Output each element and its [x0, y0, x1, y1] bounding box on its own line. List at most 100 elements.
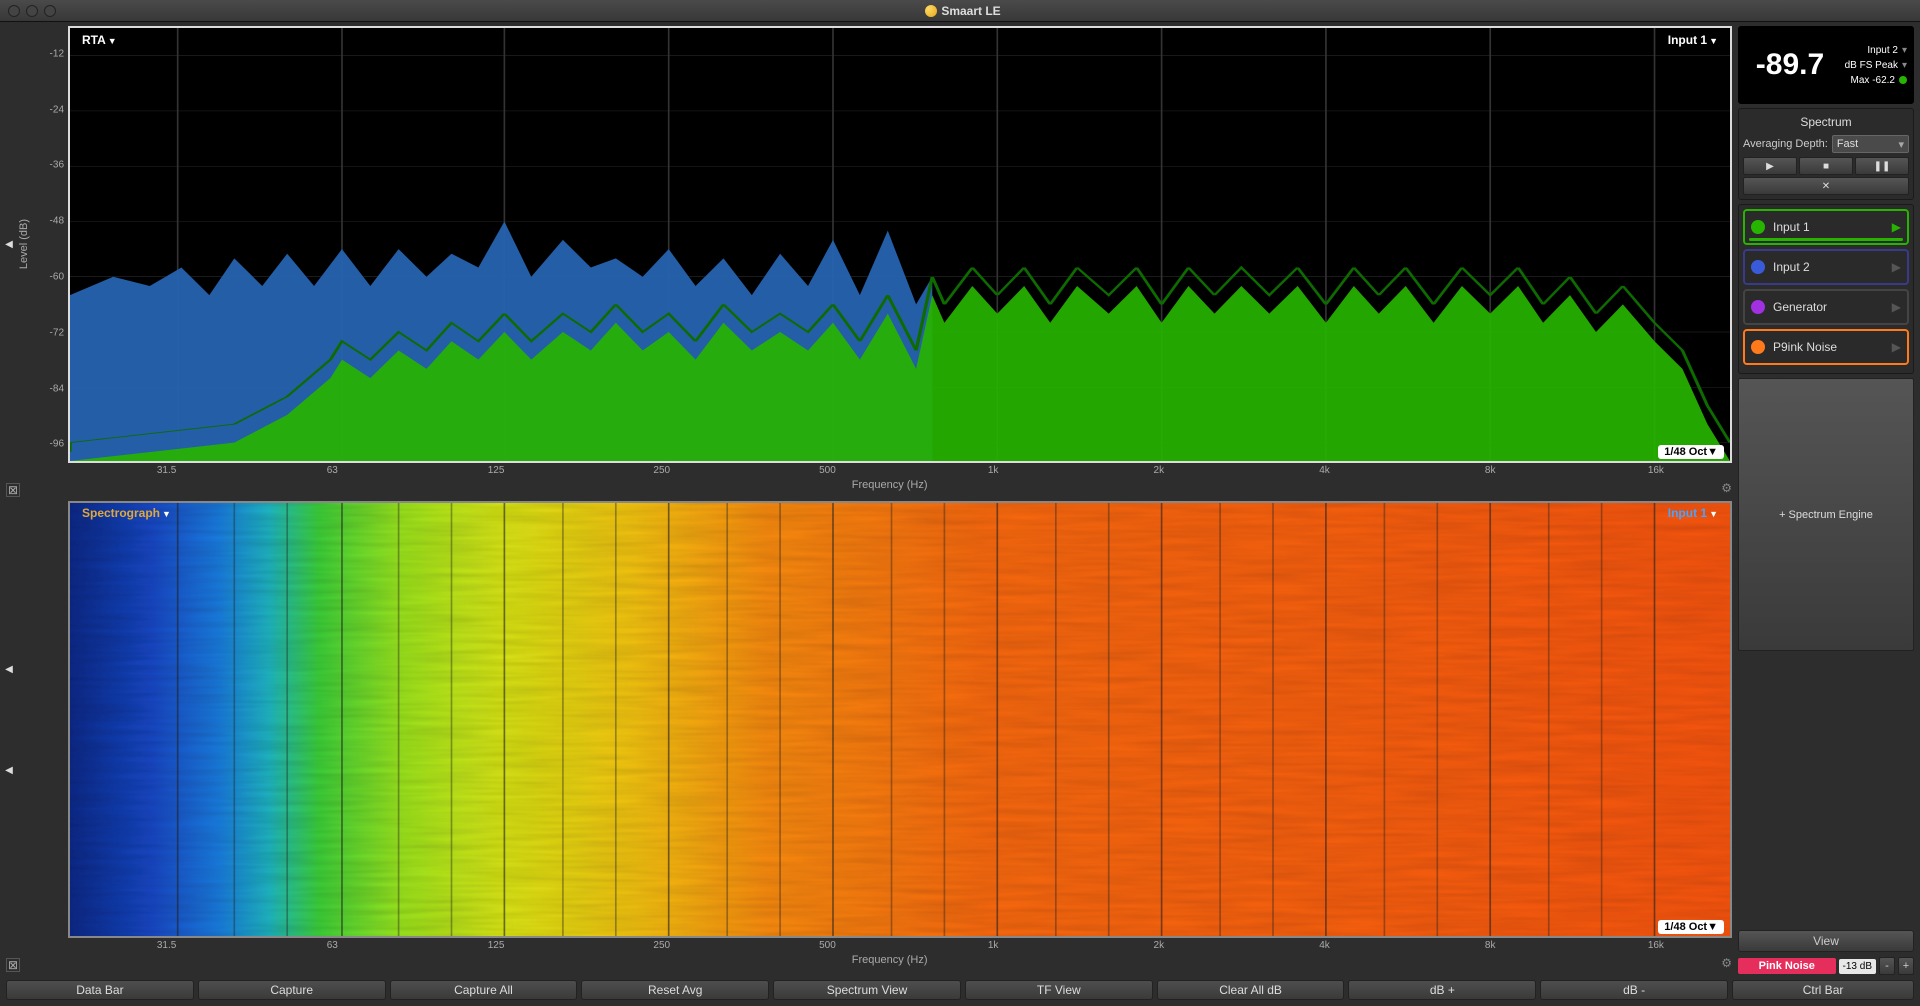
xtick-label: 8k — [1485, 940, 1496, 951]
input-label: Generator — [1773, 300, 1884, 314]
ytick-label: -36 — [50, 160, 64, 171]
xtick-label: 8k — [1485, 465, 1496, 476]
capture-all-button[interactable]: Capture All — [390, 980, 578, 1000]
input-color-dot — [1751, 220, 1765, 234]
input-color-dot — [1751, 340, 1765, 354]
input-label: P9ink Noise — [1773, 340, 1884, 354]
spectro-mode-dropdown[interactable]: Spectrograph — [78, 505, 175, 521]
ytick-label: -24 — [50, 104, 64, 115]
minimize-window-icon[interactable] — [26, 5, 38, 17]
pink-noise-badge[interactable]: Pink Noise — [1738, 958, 1836, 974]
play-icon[interactable]: ▶ — [1892, 260, 1901, 274]
xtick-label: 4k — [1319, 465, 1330, 476]
averaging-select[interactable]: Fast — [1832, 135, 1909, 153]
ctrl-bar-button[interactable]: Ctrl Bar — [1732, 980, 1914, 1000]
footer-bar: Data BarCaptureCapture AllReset AvgSpect… — [0, 976, 1920, 1006]
xtick-label: 16k — [1648, 940, 1664, 951]
xtick-label: 250 — [653, 940, 670, 951]
pause-button[interactable]: ❚❚ — [1855, 157, 1909, 175]
meter-panel: -89.7 Input 2 dB FS Peak Max -62.2 — [1738, 26, 1914, 104]
spectrograph-plot-area[interactable]: Spectrograph Input 1 1/48 Oct▼ — [68, 501, 1732, 938]
close-rta-icon[interactable]: ⊠ — [6, 483, 20, 497]
xtick-label: 125 — [488, 940, 505, 951]
meter-value: -89.7 — [1739, 27, 1841, 103]
xtick-label: 125 — [488, 465, 505, 476]
close-spectro-icon[interactable]: ⊠ — [6, 958, 20, 972]
input-color-dot — [1751, 300, 1765, 314]
spectro-resolution-dropdown[interactable]: 1/48 Oct▼ — [1658, 920, 1724, 934]
spectro-marker-bottom[interactable]: ◀ — [5, 765, 13, 776]
rta-resolution-dropdown[interactable]: 1/48 Oct▼ — [1658, 445, 1724, 459]
app-icon — [925, 5, 937, 17]
rta-xlabel: Frequency (Hz) — [58, 479, 1721, 497]
spectro-input-dropdown[interactable]: Input 1 — [1664, 505, 1722, 521]
xtick-label: 63 — [327, 940, 338, 951]
window-title: Smaart LE — [941, 4, 1000, 18]
xtick-label: 500 — [819, 465, 836, 476]
play-icon[interactable]: ▶ — [1892, 220, 1901, 234]
spectrum-panel: Spectrum Averaging Depth: Fast ▶ ■ ❚❚ ✕ — [1738, 108, 1914, 200]
ytick-label: -48 — [50, 216, 64, 227]
capture-button[interactable]: Capture — [198, 980, 386, 1000]
averaging-label: Averaging Depth: — [1743, 138, 1828, 150]
xtick-label: 16k — [1648, 465, 1664, 476]
inputs-panel: Input 1 ▶ Input 2 ▶ Generator ▶ P9ink No… — [1738, 204, 1914, 374]
xtick-label: 1k — [988, 940, 999, 951]
spectrum-panel-title: Spectrum — [1743, 113, 1909, 135]
ytick-label: -12 — [50, 48, 64, 59]
data-bar-button[interactable]: Data Bar — [6, 980, 194, 1000]
xtick-label: 31.5 — [157, 465, 176, 476]
pink-noise-level: -13 dB — [1839, 959, 1876, 974]
input-item-input-2[interactable]: Input 2 ▶ — [1743, 249, 1909, 285]
rta-ylabel: Level (dB) — [18, 219, 30, 269]
input-item-generator[interactable]: Generator ▶ — [1743, 289, 1909, 325]
level-down-button[interactable]: - — [1879, 957, 1895, 975]
meter-mode-dropdown[interactable]: dB FS Peak — [1841, 60, 1907, 71]
rta-plot-area[interactable]: RTA Input 1 1/48 Oct▼ — [68, 26, 1732, 463]
spectrograph-chart: ◀ ◀ Spectrograph Input 1 1/48 Oct▼ 31.5 6… — [4, 501, 1732, 972]
level-up-button[interactable]: + — [1898, 957, 1914, 975]
ytick-label: -84 — [50, 383, 64, 394]
xtick-label: 250 — [653, 465, 670, 476]
clear-all-db-button[interactable]: Clear All dB — [1157, 980, 1345, 1000]
stop-button[interactable]: ■ — [1799, 157, 1853, 175]
db-+-button[interactable]: dB + — [1348, 980, 1536, 1000]
input-label: Input 1 — [1773, 220, 1884, 234]
meter-source-dropdown[interactable]: Input 2 — [1841, 45, 1907, 56]
play-icon[interactable]: ▶ — [1892, 300, 1901, 314]
spectro-marker-top[interactable]: ◀ — [5, 664, 13, 675]
rta-chart: ◀ Level (dB) -12-24-36-48-60-72-84-96 RT… — [4, 26, 1732, 497]
tf-view-button[interactable]: TF View — [965, 980, 1153, 1000]
rta-input-dropdown[interactable]: Input 1 — [1664, 32, 1722, 48]
xtick-label: 2k — [1154, 465, 1165, 476]
close-window-icon[interactable] — [8, 5, 20, 17]
xtick-label: 31.5 — [157, 940, 176, 951]
play-button[interactable]: ▶ — [1743, 157, 1797, 175]
reset-avg-button[interactable]: Reset Avg — [581, 980, 769, 1000]
xtick-label: 2k — [1154, 940, 1165, 951]
view-button[interactable]: View — [1738, 930, 1914, 952]
spectro-xlabel: Frequency (Hz) — [58, 954, 1721, 972]
collapse-handle[interactable]: ◀ — [4, 26, 14, 463]
play-icon[interactable]: ▶ — [1892, 340, 1901, 354]
db---button[interactable]: dB - — [1540, 980, 1728, 1000]
spectro-settings-icon[interactable]: ⚙ — [1721, 956, 1732, 970]
input-color-dot — [1751, 260, 1765, 274]
input-item-p9ink-noise[interactable]: P9ink Noise ▶ — [1743, 329, 1909, 365]
xtick-label: 4k — [1319, 940, 1330, 951]
xtick-label: 500 — [819, 940, 836, 951]
add-spectrum-engine-button[interactable]: + Spectrum Engine — [1738, 378, 1914, 651]
rta-mode-dropdown[interactable]: RTA — [78, 32, 121, 48]
rta-settings-icon[interactable]: ⚙ — [1721, 481, 1732, 495]
ytick-label: -96 — [50, 439, 64, 450]
ytick-label: -72 — [50, 327, 64, 338]
input-item-input-1[interactable]: Input 1 ▶ — [1743, 209, 1909, 245]
meter-max: Max -62.2 — [1841, 75, 1907, 86]
input-label: Input 2 — [1773, 260, 1884, 274]
zoom-window-icon[interactable] — [44, 5, 56, 17]
titlebar: Smaart LE — [0, 0, 1920, 22]
xtick-label: 63 — [327, 465, 338, 476]
spectrum-view-button[interactable]: Spectrum View — [773, 980, 961, 1000]
tools-button[interactable]: ✕ — [1743, 177, 1909, 195]
xtick-label: 1k — [988, 465, 999, 476]
